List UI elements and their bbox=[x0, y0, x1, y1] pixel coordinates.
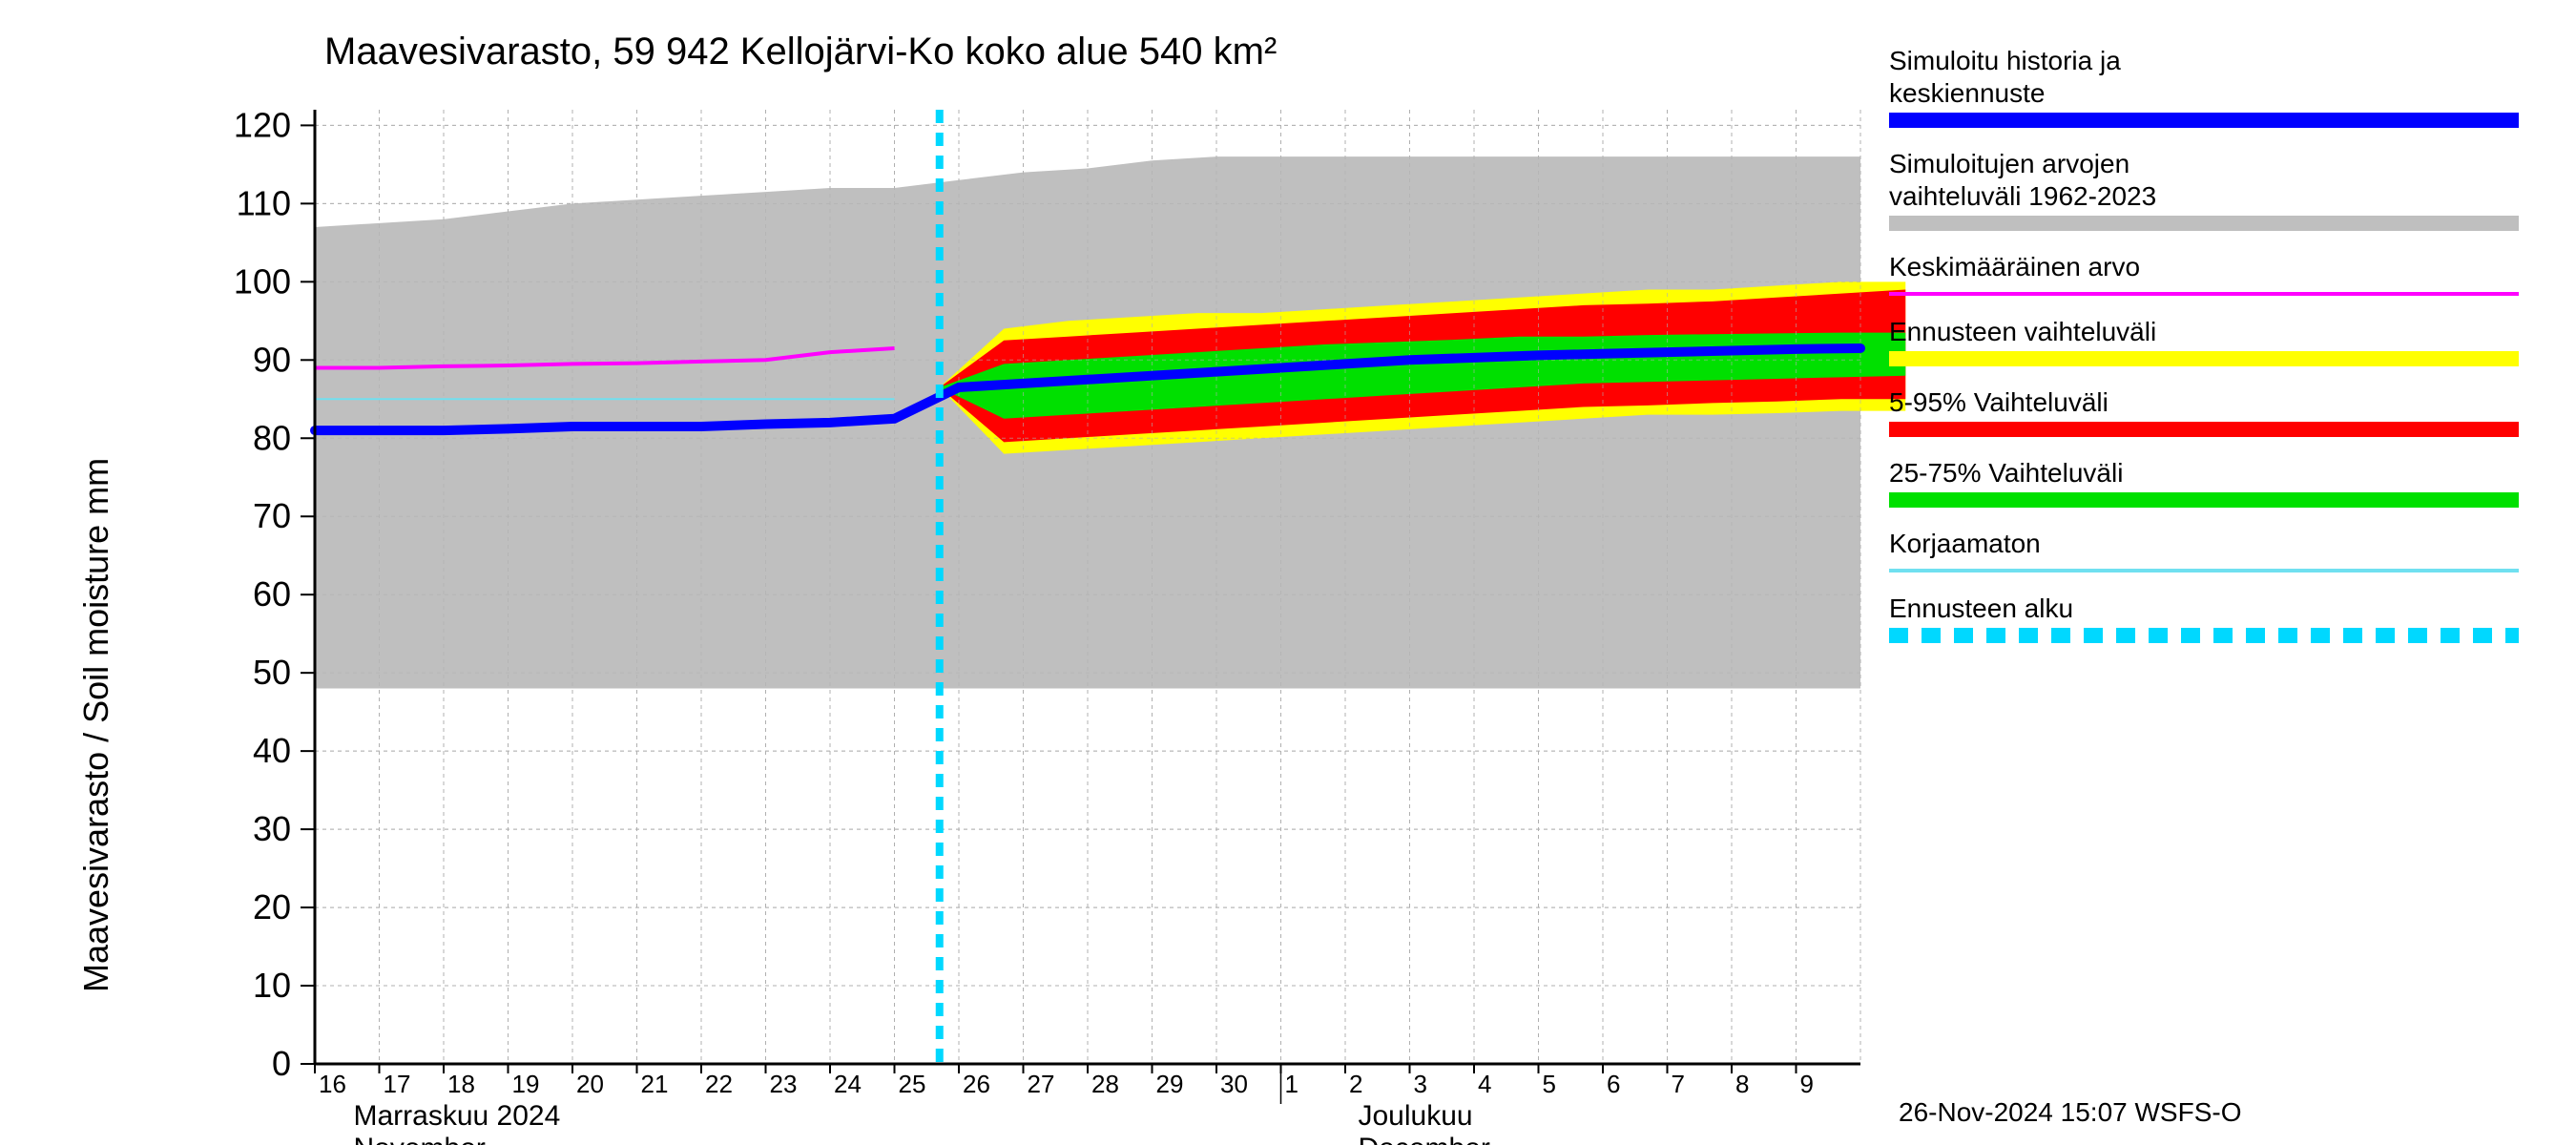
x-tick-label: 21 bbox=[641, 1070, 669, 1098]
legend-text: keskiennuste bbox=[1889, 78, 2045, 109]
y-tick-label: 20 bbox=[253, 887, 291, 926]
x-tick-label: 4 bbox=[1478, 1070, 1491, 1098]
x-tick-label: 2 bbox=[1349, 1070, 1362, 1098]
y-tick-label: 40 bbox=[253, 731, 291, 770]
x-tick-label: 30 bbox=[1220, 1070, 1248, 1098]
legend-swatch bbox=[1889, 628, 2519, 643]
x-tick-label: 29 bbox=[1156, 1070, 1184, 1098]
y-tick-label: 80 bbox=[253, 418, 291, 457]
y-tick-label: 120 bbox=[234, 105, 291, 144]
legend-swatch bbox=[1889, 216, 2519, 231]
legend-text: Simuloitu historia ja bbox=[1889, 46, 2121, 76]
x-month-label-bottom: November bbox=[354, 1133, 486, 1145]
x-tick-label: 26 bbox=[963, 1070, 990, 1098]
x-tick-label: 27 bbox=[1028, 1070, 1055, 1098]
legend-text: Keskimääräinen arvo bbox=[1889, 252, 2140, 282]
x-month-label-bottom: December bbox=[1359, 1133, 1490, 1145]
legend-text: 25-75% Vaihteluväli bbox=[1889, 458, 2123, 489]
x-tick-label: 20 bbox=[576, 1070, 604, 1098]
x-tick-label: 6 bbox=[1607, 1070, 1620, 1098]
legend-swatch bbox=[1889, 113, 2519, 128]
y-tick-label: 30 bbox=[253, 809, 291, 848]
legend-swatch bbox=[1889, 422, 2519, 437]
x-tick-label: 16 bbox=[319, 1070, 346, 1098]
x-month-label-top: Marraskuu 2024 bbox=[354, 1100, 561, 1132]
y-tick-label: 90 bbox=[253, 340, 291, 379]
x-tick-label: 7 bbox=[1672, 1070, 1685, 1098]
x-tick-label: 9 bbox=[1800, 1070, 1814, 1098]
x-tick-label: 22 bbox=[705, 1070, 733, 1098]
legend-swatch bbox=[1889, 292, 2519, 296]
y-tick-label: 50 bbox=[253, 653, 291, 692]
x-tick-label: 17 bbox=[384, 1070, 411, 1098]
legend-swatch bbox=[1889, 492, 2519, 508]
legend-text: Ennusteen alku bbox=[1889, 593, 2073, 624]
legend-text: Simuloitujen arvojen bbox=[1889, 149, 2129, 179]
plot-svg: 0102030405060708090100110120161718192021… bbox=[0, 0, 2576, 1145]
legend-text: vaihteluväli 1962-2023 bbox=[1889, 181, 2156, 212]
x-tick-label: 28 bbox=[1091, 1070, 1119, 1098]
x-tick-label: 3 bbox=[1414, 1070, 1427, 1098]
x-tick-label: 25 bbox=[899, 1070, 926, 1098]
legend-swatch bbox=[1889, 351, 2519, 366]
x-tick-label: 19 bbox=[512, 1070, 540, 1098]
y-tick-label: 60 bbox=[253, 574, 291, 614]
x-tick-label: 23 bbox=[770, 1070, 798, 1098]
x-tick-label: 24 bbox=[834, 1070, 862, 1098]
legend-text: Ennusteen vaihteluväli bbox=[1889, 317, 2156, 347]
x-tick-label: 18 bbox=[447, 1070, 475, 1098]
x-tick-label: 8 bbox=[1735, 1070, 1749, 1098]
x-tick-label: 1 bbox=[1285, 1070, 1298, 1098]
y-tick-label: 0 bbox=[272, 1044, 291, 1083]
x-tick-label: 5 bbox=[1543, 1070, 1556, 1098]
legend-text: Korjaamaton bbox=[1889, 529, 2041, 559]
y-tick-label: 70 bbox=[253, 496, 291, 535]
legend-swatch bbox=[1889, 569, 2519, 572]
legend-text: 5-95% Vaihteluväli bbox=[1889, 387, 2109, 418]
y-tick-label: 100 bbox=[234, 261, 291, 301]
y-tick-label: 10 bbox=[253, 966, 291, 1005]
x-month-label-top: Joulukuu bbox=[1359, 1100, 1473, 1132]
y-tick-label: 110 bbox=[237, 183, 291, 222]
chart-container: { "chart": { "type": "area-line-forecast… bbox=[0, 0, 2576, 1145]
